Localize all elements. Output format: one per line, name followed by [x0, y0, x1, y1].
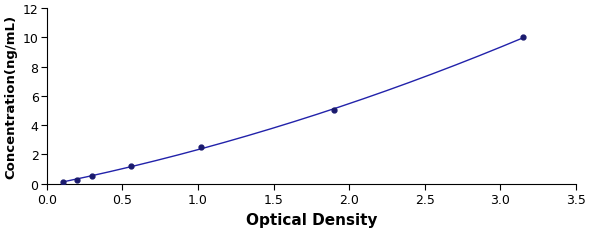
X-axis label: Optical Density: Optical Density	[245, 212, 377, 227]
Y-axis label: Concentration(ng/mL): Concentration(ng/mL)	[4, 15, 17, 178]
